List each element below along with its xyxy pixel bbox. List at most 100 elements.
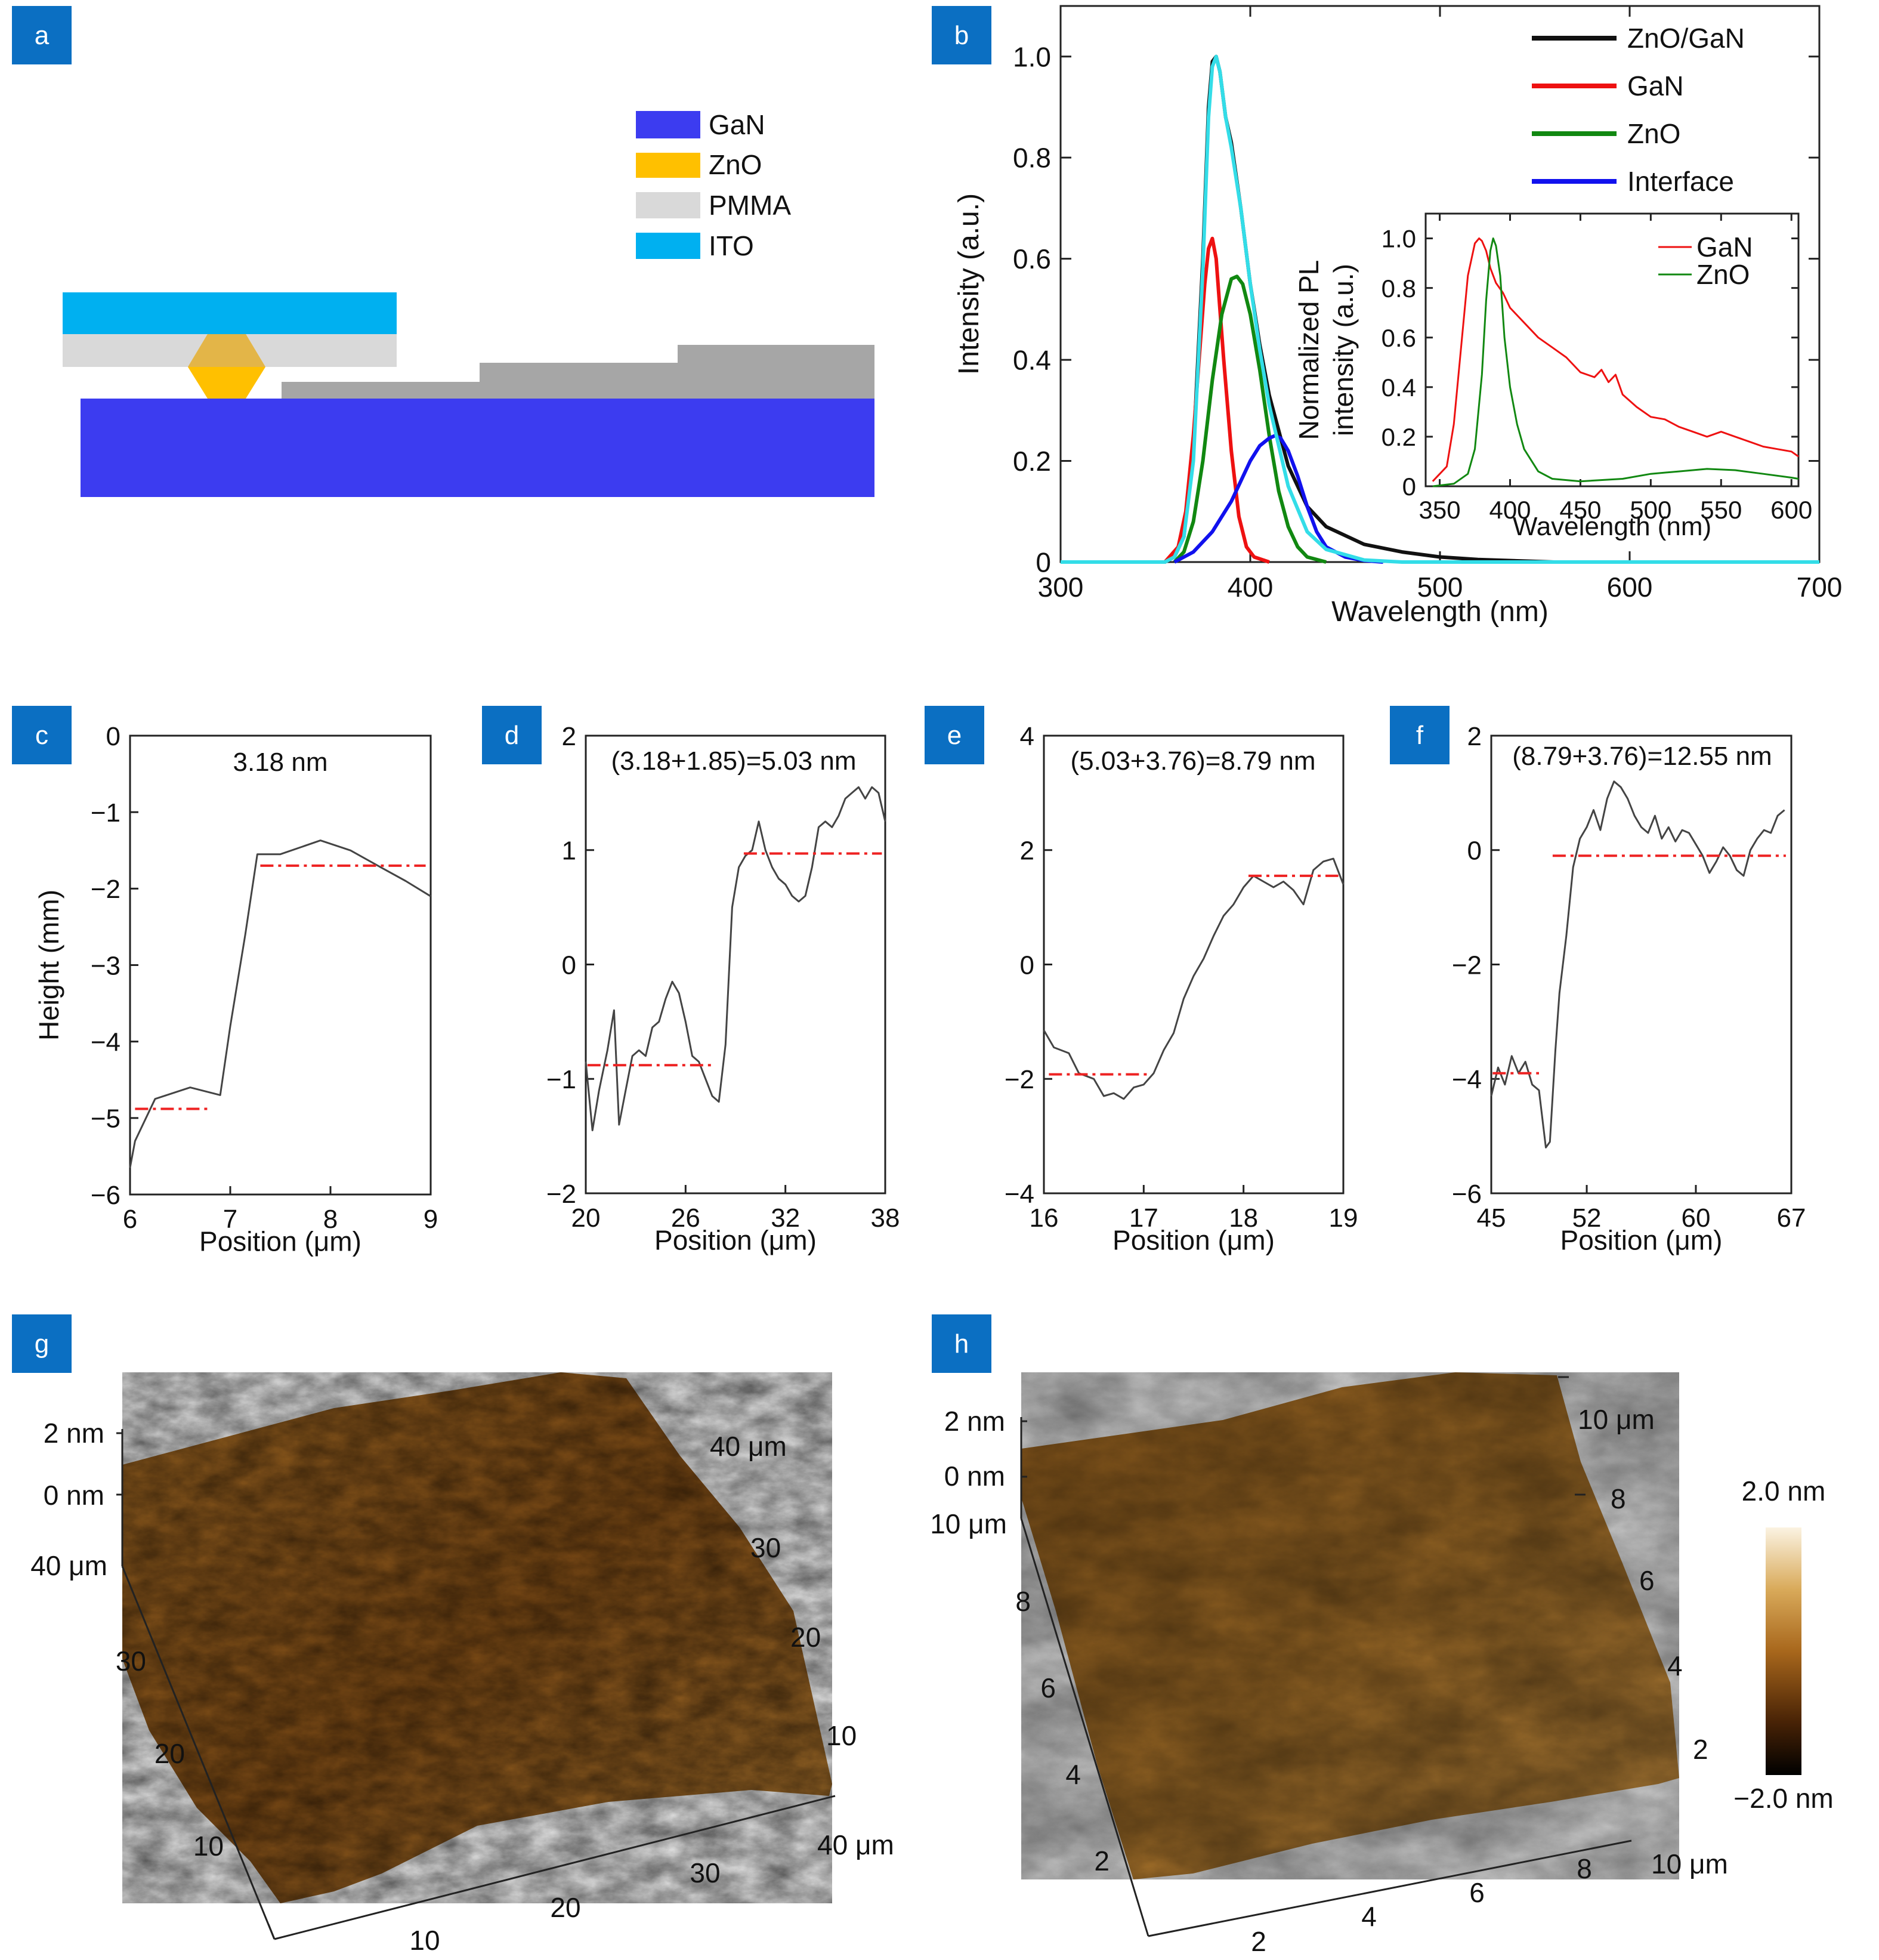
series-line-0: [1043, 857, 1345, 1100]
x-tick-label: 600: [1607, 572, 1653, 603]
afm-h-x-6: 6: [1469, 1877, 1485, 1908]
x-tick-label: 45: [1477, 1203, 1506, 1233]
legend-zno-swatch: [636, 153, 700, 178]
panel-h: h 2 nm 0 nm 10 μm 8 6 4 2 2 4 6 8 10 μm …: [930, 1314, 1834, 1957]
panel-d: d 20 26 32 38 2 1 0 −1 −2 Position (μm) (3.18+1.85…: [482, 706, 900, 1256]
inset-y-axis-label: intensity (a.u.): [1328, 264, 1359, 436]
series-line-0: [1432, 237, 1799, 482]
series-line-1: [1432, 237, 1799, 487]
y-tick-label: 2: [1467, 722, 1482, 751]
electrode: [282, 345, 874, 399]
y-tick-label: −2: [1452, 950, 1482, 980]
y-tick-label: 0.4: [1013, 345, 1051, 376]
x-tick-label: 400: [1489, 496, 1531, 524]
x-tick-label: 400: [1228, 572, 1274, 603]
afm-h-x-4: 4: [1361, 1901, 1377, 1932]
badge-a-label: a: [35, 21, 50, 50]
x-tick-label: 9: [424, 1205, 438, 1234]
x-tick-label: 20: [571, 1203, 601, 1233]
y-tick-label: 2: [1020, 837, 1034, 866]
series-line-0: [585, 786, 886, 1131]
series-line-3: [1173, 434, 1383, 564]
afm-g-z-zero: 0 nm: [44, 1480, 104, 1511]
x-tick-label: 600: [1770, 496, 1812, 524]
x-axis-label: Position (μm): [1560, 1225, 1723, 1256]
badge-h-label: h: [954, 1329, 969, 1359]
panel-a: a GaN ZnO PMMA ITO: [12, 6, 874, 497]
height-profile-c: 6 7 8 9 0 −1 −2 −3 −4 −5 −6 Position (μm) Height (mm…: [33, 722, 438, 1257]
afm-g-y-20: 20: [154, 1738, 185, 1769]
legend-zno-label: ZnO: [709, 149, 762, 180]
afm-h-r-6: 6: [1639, 1565, 1655, 1596]
x-tick-label: 18: [1229, 1203, 1258, 1233]
afm-g-r-30: 30: [750, 1532, 781, 1563]
y-tick-label: 0.2: [1382, 423, 1416, 451]
y-tick-label: 0.6: [1382, 324, 1416, 352]
afm-h-x-8: 8: [1577, 1853, 1592, 1884]
legend-pmma-swatch: [636, 192, 700, 218]
badge-a: [12, 6, 72, 64]
afm-h-axes: [1020, 1376, 1632, 1937]
y-tick-label: 0: [1020, 950, 1034, 980]
x-tick-label: 17: [1129, 1203, 1158, 1233]
legend-gan-swatch: [636, 111, 700, 138]
series-line-0: [1490, 780, 1785, 1149]
y-axis-label: Intensity (a.u.): [953, 193, 985, 375]
afm-h-y-10: 10 μm: [930, 1508, 1007, 1539]
profile-annotation: 3.18 nm: [233, 748, 328, 777]
profile-annotation: (3.18+1.85)=5.03 nm: [611, 746, 857, 776]
y-tick-label: 1.0: [1013, 41, 1051, 72]
afm-g-x-40: 40 μm: [817, 1829, 894, 1860]
afm-g-r-20: 20: [790, 1622, 821, 1653]
x-tick-label: 60: [1681, 1203, 1710, 1233]
afm-h-r-8: 8: [1611, 1483, 1626, 1514]
legend-ito-swatch: [636, 233, 700, 259]
badge-f: [1390, 706, 1450, 764]
x-tick-label: 52: [1572, 1203, 1602, 1233]
y-tick-label: −4: [1452, 1065, 1482, 1094]
x-axis-label: Position (μm): [1112, 1225, 1275, 1256]
profile-annotation: (5.03+3.76)=8.79 nm: [1071, 746, 1316, 776]
legend-label-gan: GaN: [1627, 70, 1684, 101]
afm-h-x-2: 2: [1251, 1926, 1266, 1957]
inset-legend: GaN ZnO: [1658, 232, 1753, 290]
afm-g-x-20: 20: [550, 1892, 580, 1923]
x-tick-label: 350: [1419, 496, 1461, 524]
plot-frame: [585, 734, 886, 1194]
afm-g-axes: [116, 1429, 836, 1940]
series-line-1: [1163, 236, 1270, 564]
panel-e: e 16 17 18 19 4 2 0 −2 −4 Position (μm) (5.03+3.76…: [925, 706, 1358, 1256]
panel-b: b 300 400 500 600 700 0 0.2 0.4 0.6 0.8 1.0 Wavelen…: [932, 5, 1842, 628]
plot-frame: [1043, 734, 1345, 1194]
x-tick-label: 300: [1038, 572, 1084, 603]
height-profile-f: 45 52 60 67 2 0 −2 −4 −6 Position (μm) (8.79+3.76)…: [1452, 722, 1806, 1256]
y-axis-label: Height (mm): [33, 890, 64, 1041]
badge-f-label: f: [1416, 721, 1424, 750]
inset-y-axis-label: Normalized PL: [1293, 260, 1324, 440]
y-tick-label: 0: [1036, 547, 1051, 578]
y-tick-label: 4: [1020, 722, 1034, 751]
x-tick-label: 7: [223, 1205, 237, 1234]
legend-gan-label: GaN: [709, 109, 765, 140]
badge-e: [925, 706, 984, 764]
x-tick-label: 38: [871, 1203, 900, 1233]
x-tick-label: 550: [1700, 496, 1742, 524]
x-tick-label: 500: [1630, 496, 1671, 524]
badge-h: [932, 1314, 991, 1373]
badge-d: [482, 706, 542, 764]
y-tick-label: −2: [1005, 1065, 1034, 1094]
series-line-4: [1061, 54, 1819, 564]
y-tick-label: −4: [1005, 1180, 1034, 1209]
height-profile-e: 16 17 18 19 4 2 0 −2 −4 Position (μm) (5.03+3.76)=…: [1005, 722, 1358, 1256]
x-tick-label: 32: [771, 1203, 800, 1233]
badge-b: [932, 6, 991, 64]
afm-h-y-4: 4: [1065, 1759, 1081, 1790]
afm-g-y-40: 40 μm: [30, 1550, 107, 1581]
colorbar: 2.0 nm −2.0 nm: [1733, 1476, 1834, 1814]
afm-g-y-10: 10: [193, 1831, 224, 1862]
height-profile-d: 20 26 32 38 2 1 0 −1 −2 Position (μm) (3.18+1.85)=…: [546, 722, 900, 1256]
y-tick-label: 1.0: [1382, 225, 1416, 253]
afm-h-y-2: 2: [1094, 1845, 1110, 1876]
afm-h-r-2: 2: [1693, 1734, 1708, 1765]
